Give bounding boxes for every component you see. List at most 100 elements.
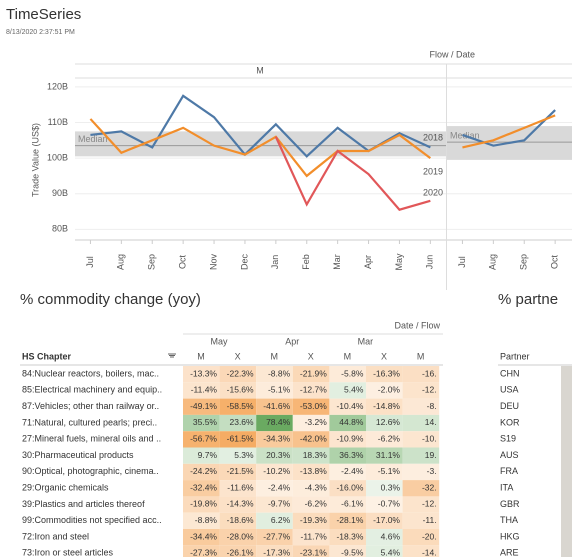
heat-cell bbox=[292, 431, 330, 448]
cell-value: -32.4% bbox=[190, 482, 217, 492]
heat-cell bbox=[402, 496, 440, 513]
flow-header: M bbox=[417, 351, 425, 361]
flow-header: M bbox=[270, 351, 278, 361]
x-tick-label: Apr bbox=[363, 255, 373, 269]
cell-value: -11.4% bbox=[191, 385, 218, 395]
column-header: Date / Flow bbox=[394, 320, 440, 330]
row-header: Partner bbox=[500, 351, 530, 361]
cell-value: -19.8% bbox=[190, 499, 217, 509]
y-tick-label: 120B bbox=[47, 81, 68, 91]
panel-header: M bbox=[256, 65, 264, 75]
heat-cell bbox=[219, 398, 257, 415]
heat-cell bbox=[366, 431, 403, 448]
dashboard-title: TimeSeries bbox=[6, 6, 81, 23]
partner-label: GBR bbox=[500, 499, 520, 509]
cell-value: 9.7% bbox=[198, 450, 218, 460]
heat-cell bbox=[183, 512, 220, 529]
row-label: 30:Pharmaceutical products bbox=[22, 450, 134, 460]
month-header: Apr bbox=[285, 336, 299, 346]
heat-cell bbox=[183, 447, 220, 464]
series-label: 2019 bbox=[423, 166, 443, 176]
heat-cell bbox=[329, 366, 366, 383]
flow-header: X bbox=[235, 351, 241, 361]
heat-cell bbox=[292, 447, 330, 464]
cell-value: -27.3% bbox=[190, 548, 217, 557]
row-header: HS Chapter bbox=[22, 351, 72, 361]
timestamp: 8/13/2020 2:37:51 PM bbox=[6, 29, 75, 36]
cell-value: -53.0% bbox=[300, 401, 327, 411]
cell-value: -6.2% bbox=[378, 433, 401, 443]
heat-cell bbox=[183, 480, 220, 497]
partner-label: AUS bbox=[500, 450, 519, 460]
row-label: 39:Plastics and articles thereof bbox=[22, 499, 145, 509]
heat-cell bbox=[219, 529, 257, 546]
heat-cell bbox=[292, 529, 330, 546]
heat-cell bbox=[402, 366, 440, 383]
cell-value: -6.2% bbox=[305, 499, 328, 509]
cell-value: -13.8% bbox=[300, 466, 327, 476]
x-tick-label: Mar bbox=[332, 254, 342, 270]
month-header: May bbox=[210, 336, 228, 346]
cell-value: -21.9% bbox=[300, 368, 327, 378]
cell-value: -8.8% bbox=[195, 515, 218, 525]
reference-label: Median bbox=[78, 134, 108, 144]
cell-value: -11.7% bbox=[300, 531, 327, 541]
heat-cell bbox=[402, 480, 440, 497]
cell-value: -10.9% bbox=[336, 433, 363, 443]
heat-cell bbox=[366, 512, 403, 529]
heat-cell bbox=[366, 382, 403, 399]
heat-cell bbox=[219, 496, 257, 513]
series-line bbox=[89, 118, 432, 178]
heat-cell bbox=[329, 529, 366, 546]
cell-value: -16. bbox=[422, 368, 437, 378]
heat-cell bbox=[256, 366, 293, 383]
heat-cell bbox=[256, 545, 293, 557]
cell-value: -26.1% bbox=[227, 548, 254, 557]
heat-cell bbox=[366, 480, 403, 497]
heat-cell bbox=[366, 545, 403, 557]
x-tick-label: Aug bbox=[488, 254, 498, 270]
cell-value: -28.0% bbox=[227, 531, 254, 541]
x-tick-label: Oct bbox=[178, 255, 188, 270]
heat-cell bbox=[256, 414, 293, 432]
cell-value: 14. bbox=[425, 417, 437, 427]
cell-value: -28.1% bbox=[336, 515, 363, 525]
flow-header: X bbox=[381, 351, 387, 361]
series-line bbox=[274, 136, 431, 211]
cell-value: -12.7% bbox=[300, 385, 327, 395]
row-label: 85:Electrical machinery and equip.. bbox=[22, 385, 162, 395]
cell-value: 36.3% bbox=[339, 450, 364, 460]
heat-cell bbox=[329, 382, 366, 399]
heat-cell bbox=[402, 398, 440, 415]
y-axis-title: Trade Value (US$) bbox=[30, 123, 40, 197]
cell-value: -6.1% bbox=[341, 499, 364, 509]
cell-value: -24.2% bbox=[190, 466, 217, 476]
x-tick-label: Jul bbox=[85, 256, 95, 268]
partner-label: ITA bbox=[500, 482, 513, 492]
heat-cell bbox=[402, 431, 440, 448]
cell-value: 78.4% bbox=[266, 417, 291, 427]
row-label: 87:Vehicles; other than railway or.. bbox=[22, 401, 159, 411]
cell-value: -20. bbox=[422, 531, 437, 541]
heat-cell bbox=[219, 463, 257, 481]
row-label: 99:Commodities not specified acc.. bbox=[22, 515, 162, 525]
heat-cell bbox=[219, 414, 257, 432]
cell-value: 19. bbox=[425, 450, 437, 460]
heat-cell bbox=[329, 447, 366, 464]
x-tick-label: Oct bbox=[550, 255, 560, 270]
cell-value: -17.0% bbox=[373, 515, 400, 525]
commodity-table: Date / Flow May Apr Mar M X M X M X M HS Chapter 84:… bbox=[20, 320, 443, 557]
cell-value: 23.6% bbox=[229, 417, 254, 427]
heat-cell bbox=[183, 545, 220, 557]
cell-value: -2.0% bbox=[378, 385, 401, 395]
cell-value: -9.5% bbox=[341, 548, 364, 557]
cell-value: -3.2% bbox=[305, 417, 328, 427]
cell-value: -58.5% bbox=[227, 401, 254, 411]
x-tick-label: Nov bbox=[208, 254, 218, 271]
heat-cell bbox=[402, 382, 440, 399]
cell-value: -22.3% bbox=[227, 368, 254, 378]
cell-value: -10.4% bbox=[336, 401, 363, 411]
row-label: 71:Natural, cultured pearls; preci.. bbox=[22, 417, 157, 427]
x-tick-label: May bbox=[394, 253, 404, 271]
heat-cell bbox=[256, 480, 293, 497]
